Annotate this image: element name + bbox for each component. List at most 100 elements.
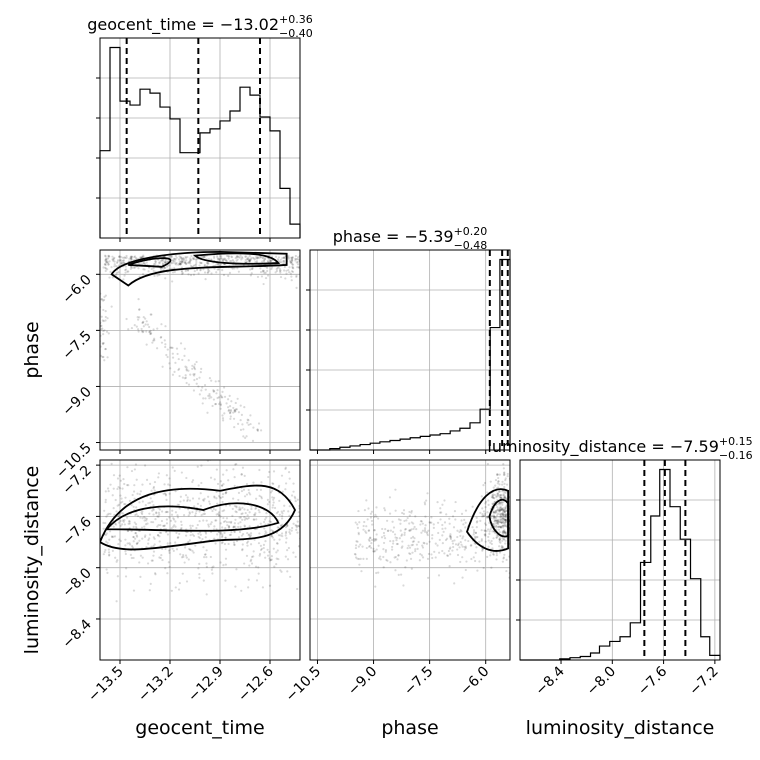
contour [128,257,172,268]
sample-point [444,527,447,530]
sample-point [168,477,171,480]
sample-point [256,429,259,432]
sample-point [136,492,139,495]
sample-point [175,261,178,265]
sample-point [108,553,111,556]
sample-point [225,402,228,405]
sample-point [132,490,136,493]
sample-point [493,520,496,523]
sample-point [254,512,257,515]
sample-point [142,325,145,328]
sample-point [244,436,247,440]
sample-point [255,260,259,263]
sample-point [432,523,435,526]
sample-point [104,533,107,537]
sample-point [237,491,241,495]
sample-point [368,544,372,548]
sample-point [375,548,378,551]
sample-point [472,531,476,534]
sample-point [152,339,155,342]
sample-point [483,529,486,532]
sample-point [250,272,253,275]
sample-point [250,267,254,271]
sample-point [252,518,255,521]
sample-point [151,341,154,344]
sample-point [243,562,246,565]
sample-point [117,514,120,517]
sample-point [408,510,411,514]
sample-point [505,558,508,561]
sample-point [147,538,150,542]
sample-point [120,497,123,500]
sample-point [211,509,214,513]
sample-point [153,337,156,340]
sample-point [302,257,304,259]
sample-point [279,534,282,537]
sample-point [218,402,221,406]
sample-point [157,476,160,479]
sample-point [218,514,221,517]
sample-point [193,363,196,366]
sample-point [121,519,124,522]
sample-point [176,352,179,356]
sample-point [512,507,514,509]
sample-point [163,492,167,495]
sample-point [180,258,184,261]
sample-point [512,537,514,539]
sample-point [200,367,203,370]
sample-point [203,264,206,268]
sample-point [253,518,256,521]
contour [488,498,510,538]
sample-point [116,260,119,263]
sample-point [397,554,400,557]
sample-point [150,489,153,492]
sample-point [462,523,465,526]
sample-point [107,490,110,493]
sample-point [291,256,294,259]
sample-point [503,511,507,514]
sample-point [189,548,192,551]
sample-point [264,540,267,543]
sample-point [164,343,167,346]
sample-point [216,255,219,258]
sample-point [454,543,458,546]
sample-point [416,547,419,550]
sample-point [261,256,264,259]
sample-point [505,483,509,486]
sample-point [212,507,215,511]
sample-point [234,518,237,521]
sample-point [504,515,507,519]
sample-point [438,538,441,542]
sample-point [145,546,148,549]
sample-point [502,513,505,516]
sample-point [487,499,490,502]
sample-point [240,589,243,592]
sample-point [168,492,171,495]
sample-point [285,530,288,533]
sample-point [112,474,116,477]
sample-point [471,526,474,529]
sample-point [105,330,109,333]
sample-point [267,260,270,263]
sample-point [363,508,367,512]
sample-point [231,267,234,270]
sample-point [492,553,495,556]
sample-point [219,401,222,404]
sample-point [505,505,508,508]
sample-point [139,516,142,519]
sample-point [134,513,137,517]
sample-point [354,556,358,559]
sample-point [517,486,519,488]
sample-point [420,520,423,523]
sample-point [283,269,286,272]
sample-point [168,516,171,519]
sample-point [266,503,269,506]
sample-point [418,559,421,562]
sample-point [229,409,233,412]
sample-point [240,413,243,416]
sample-point [446,554,449,557]
sample-point [502,462,505,466]
sample-point [178,507,181,510]
title-luminosity_distance: luminosity_distance = −7.59+0.15 [487,435,752,457]
sample-point [160,554,163,557]
